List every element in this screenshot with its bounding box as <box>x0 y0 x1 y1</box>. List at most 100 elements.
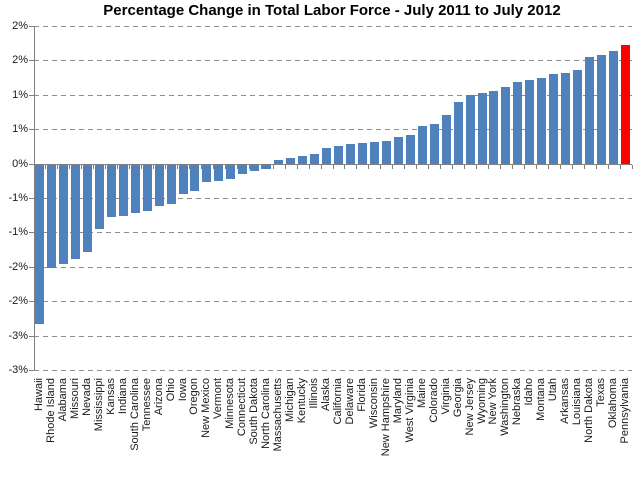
category-tick <box>631 164 633 169</box>
x-axis-label: Florida <box>355 378 368 412</box>
y-axis-tick <box>28 94 34 96</box>
category-tick <box>619 164 621 169</box>
gridline <box>33 129 632 131</box>
bar-delaware <box>345 144 355 164</box>
category-tick <box>344 164 346 169</box>
bar-montana <box>537 78 547 164</box>
bar-nebraska <box>513 82 523 164</box>
bar-pennsylvania <box>621 44 631 164</box>
bar-oklahoma <box>609 51 619 164</box>
category-tick <box>368 164 370 169</box>
bar-alabama <box>58 164 68 265</box>
bar-mississippi <box>94 164 104 229</box>
category-tick <box>33 164 35 169</box>
y-axis-label: -3% <box>8 364 28 376</box>
bar-kentucky <box>298 156 308 164</box>
y-axis-label: -1% <box>8 226 28 239</box>
x-axis-label: West Virginia <box>403 378 416 443</box>
category-tick <box>284 164 286 169</box>
bar-tennessee <box>142 164 152 212</box>
x-axis-label: Maine <box>415 378 428 408</box>
x-axis-label: Tennessee <box>140 378 153 432</box>
x-axis-label: Alabama <box>56 378 69 422</box>
bar-ohio <box>166 164 176 204</box>
category-tick <box>380 164 382 169</box>
category-tick <box>464 164 466 169</box>
y-axis-tick <box>28 163 34 165</box>
bar-kansas <box>106 164 116 217</box>
category-tick <box>308 164 310 169</box>
category-tick <box>296 164 298 169</box>
category-tick <box>440 164 442 169</box>
bar-wyoming <box>477 93 487 164</box>
x-axis-label: Rhode Island <box>44 378 57 443</box>
category-tick <box>129 164 131 169</box>
bar-north-dakota <box>585 56 595 164</box>
category-tick <box>272 164 274 169</box>
category-tick <box>547 164 549 169</box>
bar-new-jersey <box>465 94 475 164</box>
x-axis-label: Mississippi <box>92 378 105 432</box>
bar-nevada <box>82 164 92 252</box>
y-axis-tick <box>28 232 34 234</box>
category-tick <box>212 164 214 169</box>
category-tick <box>499 164 501 169</box>
y-axis-tick <box>28 129 34 131</box>
category-tick <box>224 164 226 169</box>
x-axis-label: Kansas <box>104 378 117 415</box>
bar-idaho <box>525 79 535 164</box>
bar-michigan <box>286 158 296 164</box>
gridline <box>33 370 632 371</box>
bar-illinois <box>310 153 320 164</box>
bar-massachusetts <box>274 160 284 164</box>
category-tick <box>141 164 143 169</box>
category-tick <box>404 164 406 169</box>
y-axis-tick <box>28 266 34 268</box>
category-tick <box>583 164 585 169</box>
bar-arkansas <box>561 73 571 164</box>
bar-florida <box>357 142 367 164</box>
x-axis-label: Georgia <box>451 378 464 418</box>
y-axis-tick <box>28 198 34 199</box>
gridline <box>33 198 632 199</box>
gridline <box>33 26 632 27</box>
y-axis-tick <box>28 335 34 337</box>
category-tick <box>535 164 537 169</box>
bar-south-carolina <box>130 164 140 214</box>
category-tick <box>559 164 561 169</box>
bar-maryland <box>393 137 403 164</box>
x-axis-label: Missouri <box>68 378 81 419</box>
bar-new-hampshire <box>381 140 391 164</box>
category-tick <box>511 164 513 169</box>
bar-new-york <box>489 91 499 164</box>
y-axis-tick <box>28 370 34 371</box>
bar-iowa <box>178 164 188 195</box>
category-tick <box>571 164 573 169</box>
bar-oregon <box>190 164 200 191</box>
y-axis-tick <box>28 301 34 303</box>
x-axis-label: Arizona <box>152 378 165 416</box>
x-axis-label: Virginia <box>439 378 452 415</box>
gridline <box>33 60 632 62</box>
bar-washington <box>501 87 511 164</box>
category-tick <box>487 164 489 169</box>
category-tick <box>105 164 107 169</box>
category-tick <box>607 164 609 169</box>
y-axis-label: -2% <box>8 295 28 308</box>
bar-maine <box>417 126 427 164</box>
y-axis-tick <box>28 60 34 62</box>
bar-utah <box>549 74 559 164</box>
y-axis-label: 0% <box>12 157 28 170</box>
bar-west-virginia <box>405 135 415 164</box>
gridline <box>33 232 632 234</box>
y-axis-label: 1% <box>12 123 28 136</box>
category-tick <box>595 164 597 169</box>
bar-missouri <box>70 164 80 259</box>
x-axis-label: Colorado <box>427 378 440 423</box>
category-tick <box>356 164 358 169</box>
bar-south-dakota <box>250 164 260 172</box>
category-tick <box>236 164 238 169</box>
category-tick <box>200 164 202 169</box>
bar-new-mexico <box>202 164 212 183</box>
